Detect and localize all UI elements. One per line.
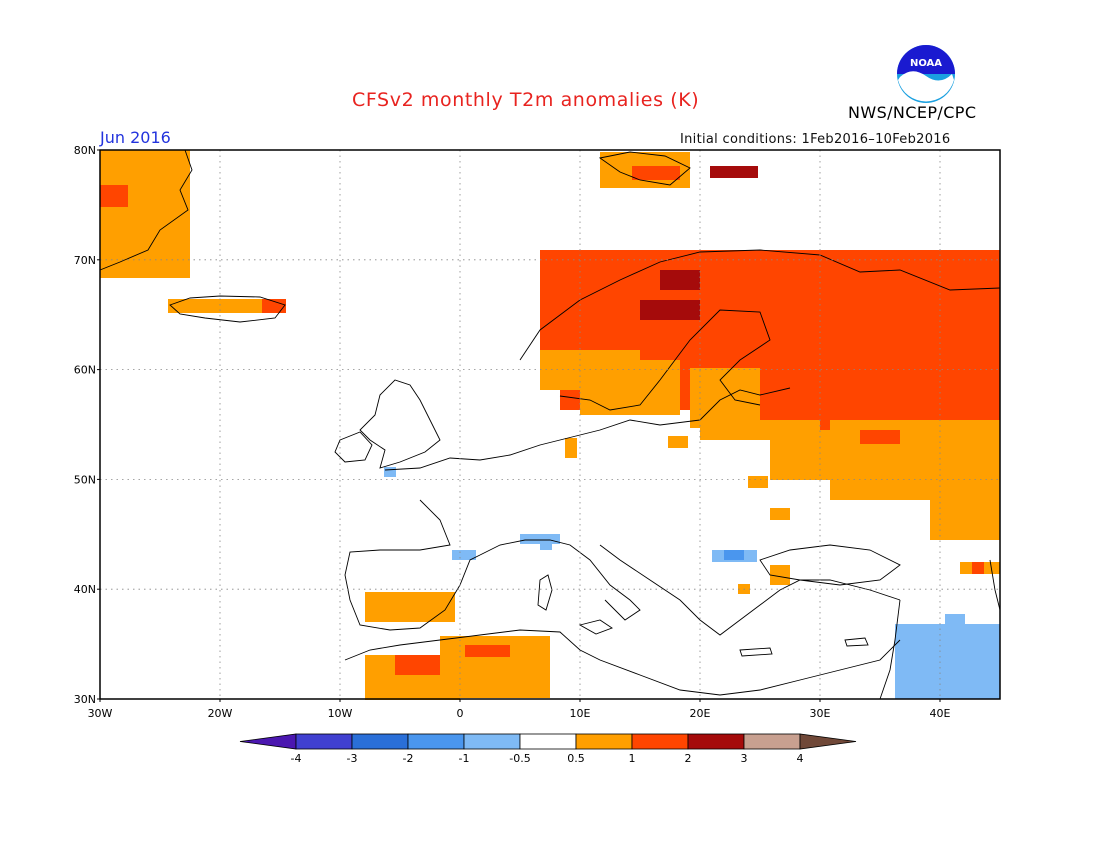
anomaly-cell (748, 476, 768, 488)
coastline (844, 637, 869, 647)
anomaly-cell (724, 550, 744, 560)
coastlines (99, 149, 1001, 700)
longitude-label: 10W (328, 707, 353, 720)
longitude-label: 40E (930, 707, 951, 720)
latitude-label: 60N (74, 364, 96, 377)
map-frame (99, 149, 1001, 700)
colorbar-label: -0.5 (509, 752, 530, 765)
anomaly-cell (540, 540, 552, 550)
colorbar-arrow-high (799, 733, 857, 750)
colorbar-label: -4 (291, 752, 302, 765)
latitude-label: 80N (74, 144, 96, 157)
anomaly-cell (168, 299, 286, 313)
anomaly-cell (100, 185, 128, 207)
anomaly-cell (760, 380, 830, 420)
colorbar-arrow-low (239, 733, 297, 750)
colorbar-segment (687, 733, 745, 750)
latitude-label: 40N (74, 583, 96, 596)
coastline (99, 149, 193, 271)
anomaly-cell (770, 565, 790, 585)
chart-title: CFSv2 monthly T2m anomalies (K) (352, 89, 700, 111)
graticule (100, 150, 1000, 699)
anomaly-cell (895, 624, 1000, 699)
latitude-label: 50N (74, 473, 96, 486)
colorbar-segment (743, 733, 801, 750)
longitude-label: 0 (457, 707, 464, 720)
anomaly-cell (770, 508, 790, 520)
coastline (334, 431, 373, 463)
coastline (989, 559, 1001, 611)
anomaly-cell (100, 150, 190, 278)
anomaly-cell (384, 467, 396, 477)
longitude-labels: 30W 20W 10W 0 10E 20E 30E 40E (88, 699, 951, 720)
coastline (519, 249, 1001, 361)
coastline (537, 574, 553, 611)
coastline (169, 295, 286, 323)
colorbar-label: -3 (347, 752, 358, 765)
coastline (759, 544, 901, 586)
forecast-month: Jun 2016 (100, 128, 171, 147)
colorbar-segment (463, 733, 521, 750)
anomaly-cell (710, 166, 758, 178)
anomaly-cell (565, 438, 577, 458)
anomaly-cell (945, 614, 965, 626)
anomaly-cell (520, 534, 560, 544)
coastline (578, 619, 613, 635)
colorbar-segment (631, 733, 689, 750)
coastline (479, 539, 641, 621)
colorbar-label: 1 (629, 752, 636, 765)
colorbar-label: -1 (459, 752, 470, 765)
colorbar-label: 0.5 (567, 752, 585, 765)
coastline (599, 544, 901, 636)
anomaly-cell (660, 270, 700, 290)
anomaly-cell (972, 562, 984, 574)
anomaly-cell (395, 655, 440, 675)
anomaly-cell (770, 430, 830, 480)
coastline (344, 499, 481, 631)
latitude-label: 70N (74, 254, 96, 267)
latitude-labels: 80N 70N 60N 50N 40N 30N (74, 144, 100, 706)
anomaly-cell (452, 550, 476, 560)
latitude-label: 30N (74, 693, 96, 706)
longitude-label: 20E (690, 707, 711, 720)
colorbar-label: 4 (797, 752, 804, 765)
colorbar-segment (575, 733, 633, 750)
anomaly-cell (830, 420, 1000, 500)
coastline (559, 309, 771, 411)
longitude-label: 30W (88, 707, 113, 720)
longitude-label: 30E (810, 707, 831, 720)
colorbar-segment (295, 733, 353, 750)
org-label: NWS/NCEP/CPC (848, 103, 977, 122)
colorbar-label: 3 (741, 752, 748, 765)
coastline (384, 419, 701, 471)
coastline (879, 599, 901, 700)
anomaly-cell (365, 592, 455, 622)
longitude-label: 20W (208, 707, 233, 720)
colorbar-label: 2 (685, 752, 692, 765)
coastline (598, 151, 691, 186)
anomaly-cell (632, 166, 680, 180)
colorbar-label: -2 (403, 752, 414, 765)
noaa-logo: NOAA (897, 45, 955, 103)
coastline (739, 647, 773, 657)
anomaly-cell (640, 300, 700, 320)
anomaly-cell (930, 490, 1000, 540)
anomaly-cell (668, 436, 688, 448)
colorbar: -4 -3 -2 -1 -0.5 0.5 1 2 3 4 (239, 733, 857, 765)
anomaly-cell (610, 390, 640, 415)
colorbar-segment (407, 733, 465, 750)
coastline (344, 629, 901, 696)
colorbar-segment (351, 733, 409, 750)
anomaly-cells (100, 150, 1000, 700)
coastline (699, 387, 791, 421)
anomaly-cell (262, 299, 286, 313)
initial-conditions: Initial conditions: 1Feb2016–10Feb2016 (680, 132, 951, 147)
noaa-logo-text: NOAA (910, 58, 942, 69)
coastline (359, 379, 441, 469)
colorbar-segment (519, 733, 577, 750)
anomaly-cell (860, 430, 900, 444)
anomaly-cell (465, 645, 510, 657)
longitude-label: 10E (570, 707, 591, 720)
